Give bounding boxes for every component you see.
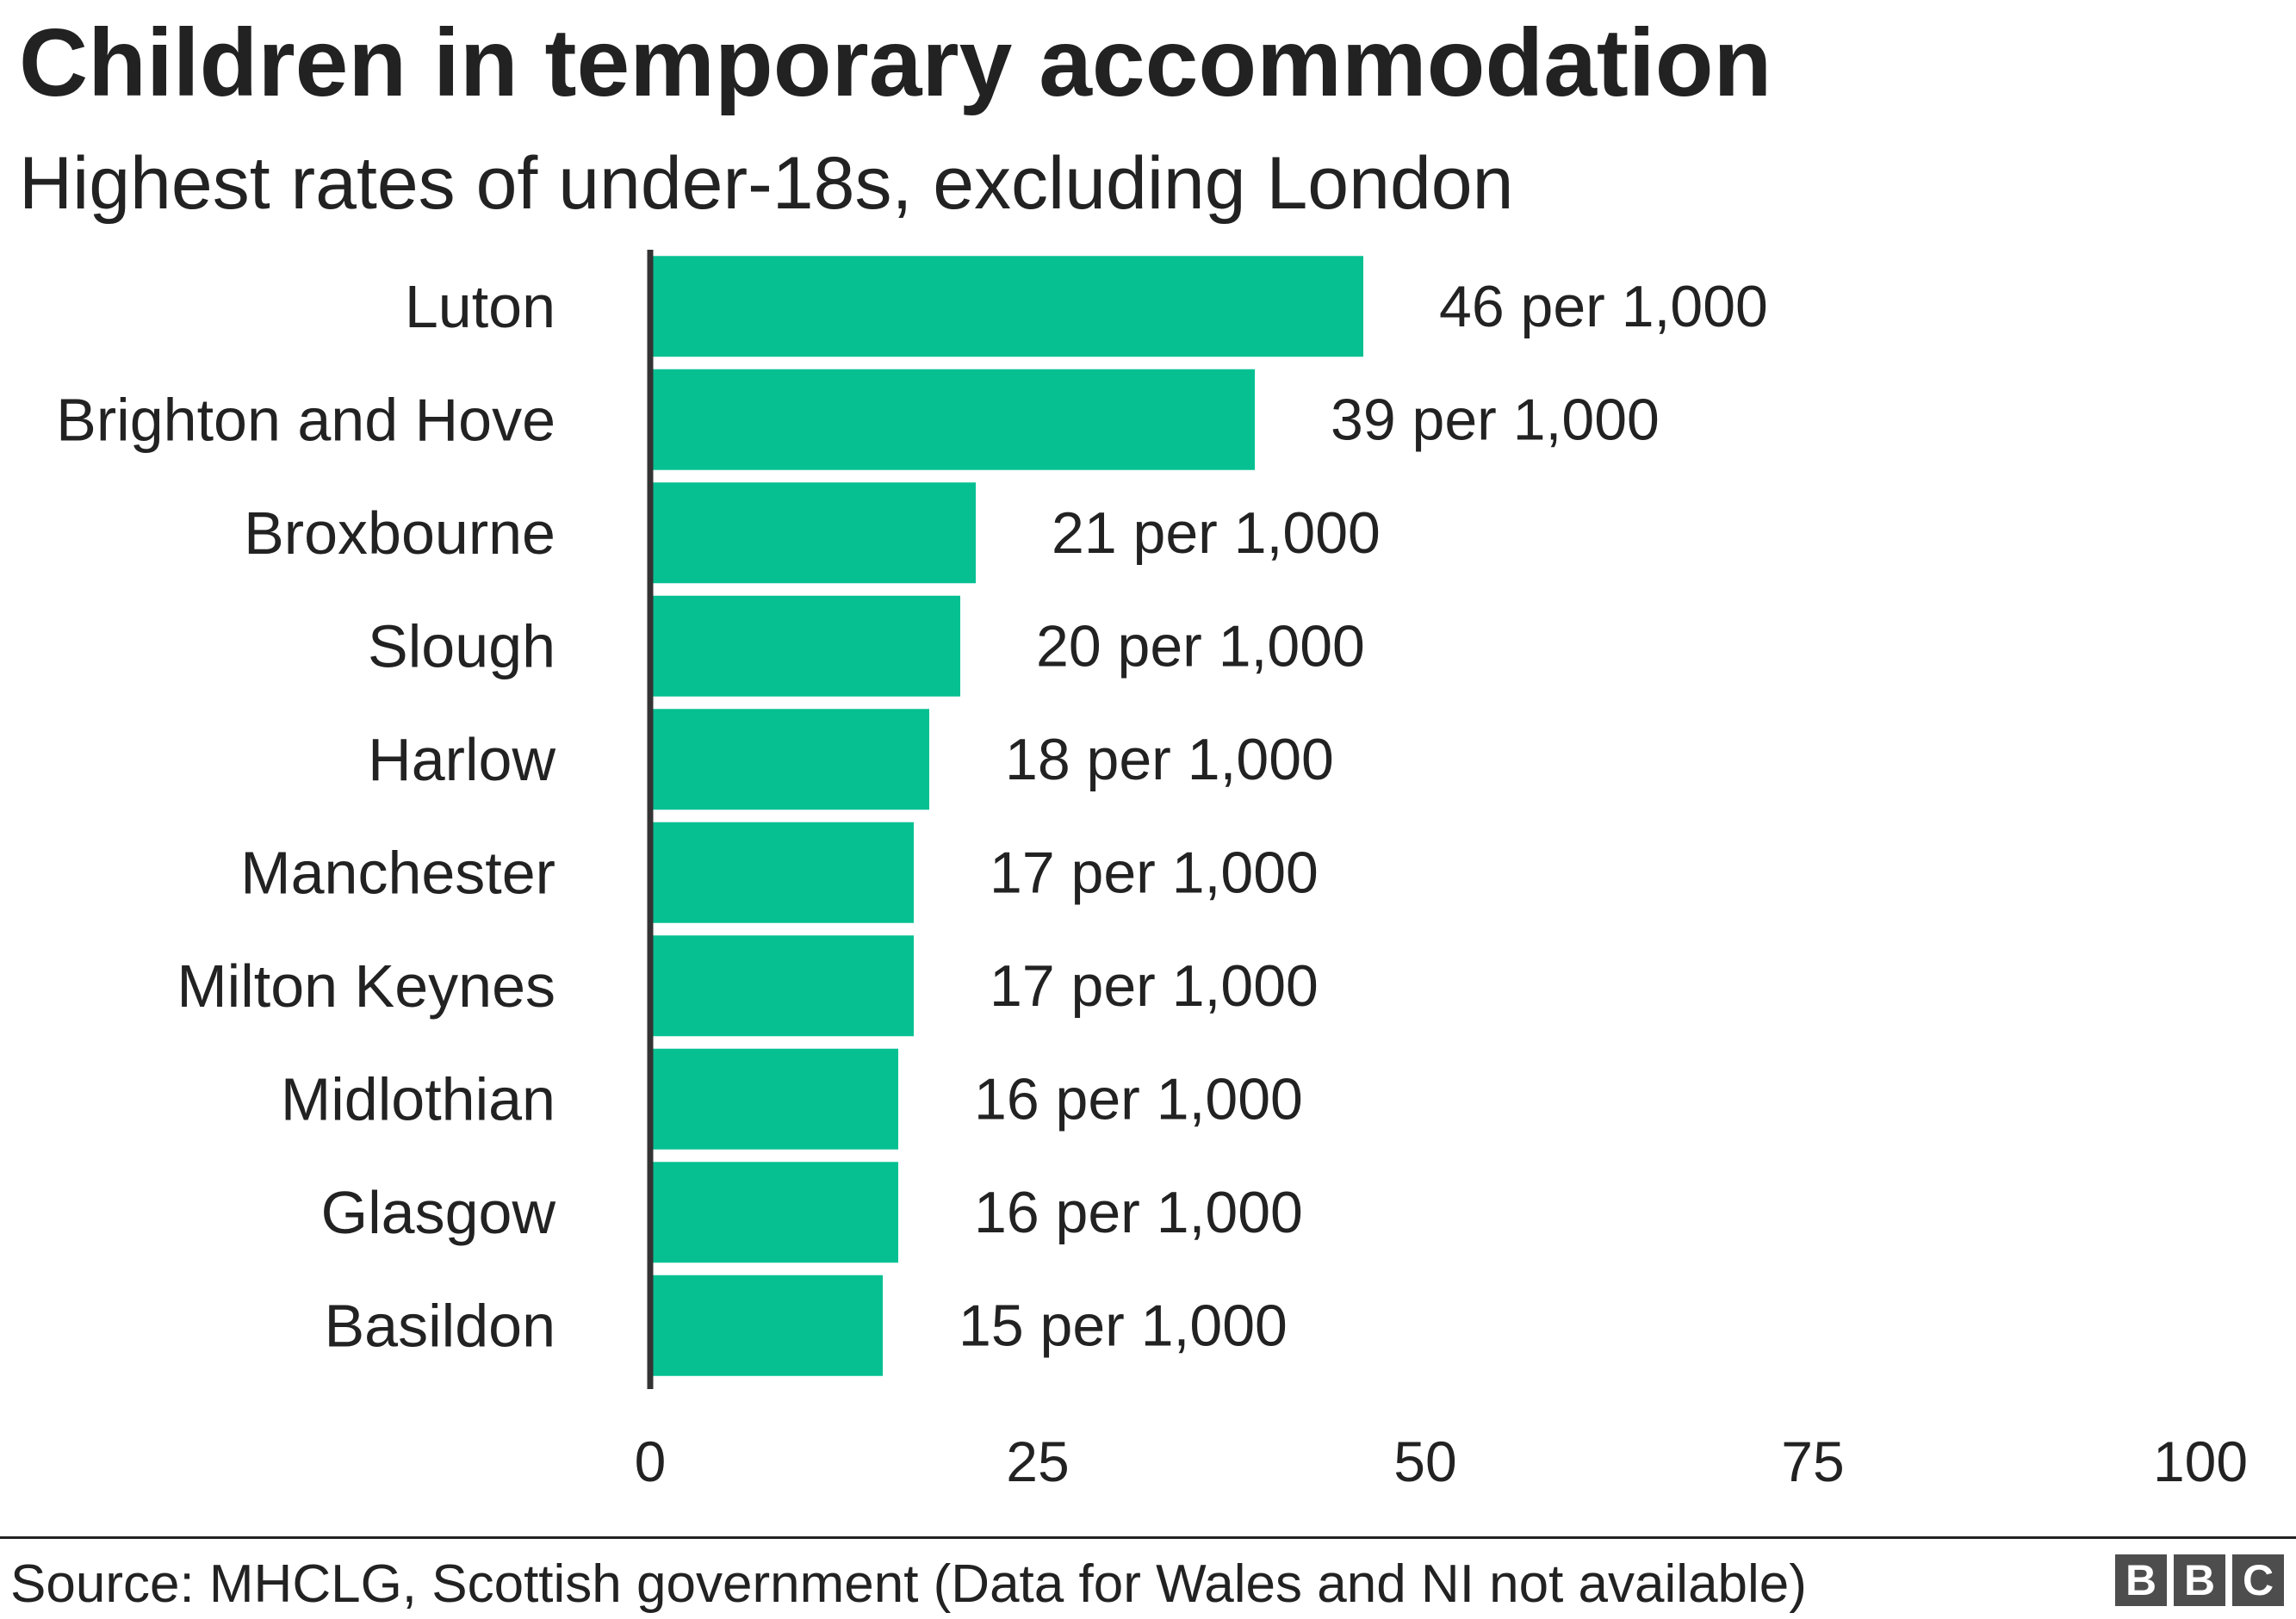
value-label: 15 per 1,000 [959, 1293, 1288, 1358]
bar [650, 256, 1363, 357]
bar [650, 369, 1255, 470]
bbc-logo: B B C [2115, 1554, 2284, 1606]
x-tick-label: 75 [1781, 1430, 1844, 1493]
value-label: 18 per 1,000 [1005, 727, 1334, 792]
value-label: 17 per 1,000 [990, 953, 1319, 1019]
category-label: Luton [405, 273, 555, 340]
value-label: 16 per 1,000 [974, 1066, 1303, 1132]
bbc-logo-block: B [2115, 1554, 2167, 1606]
value-label: 21 per 1,000 [1052, 500, 1381, 566]
bar [650, 709, 929, 810]
footer-divider [0, 1536, 2296, 1539]
category-label: Glasgow [321, 1179, 556, 1246]
category-labels: Luton Brighton and Hove Broxbourne Slough Ha… [56, 273, 555, 1360]
bar [650, 822, 914, 923]
chart-subtitle: Highest rates of under-18s, excluding Lo… [19, 142, 1514, 225]
bar [650, 1275, 883, 1376]
value-label: 20 per 1,000 [1036, 613, 1365, 679]
x-tick-label: 0 [635, 1430, 667, 1493]
bar [650, 1048, 898, 1150]
bar-chart: Luton Brighton and Hove Broxbourne Slough Ha… [56, 250, 2248, 1493]
bar [650, 935, 914, 1037]
source-note: Source: MHCLG, Scottish government (Data… [10, 1554, 1807, 1614]
category-label: Manchester [240, 839, 555, 906]
bar [650, 595, 960, 697]
category-label: Harlow [368, 726, 555, 793]
bar [650, 1162, 898, 1263]
value-label: 39 per 1,000 [1331, 387, 1660, 452]
value-label: 46 per 1,000 [1439, 274, 1768, 339]
value-label: 16 per 1,000 [974, 1180, 1303, 1245]
value-label: 17 per 1,000 [990, 840, 1319, 905]
x-tick-label: 100 [2153, 1430, 2248, 1493]
category-label: Midlothian [281, 1065, 555, 1132]
chart-title: Children in temporary accommodation [19, 9, 1772, 116]
bar [650, 482, 976, 584]
bbc-logo-block: C [2232, 1554, 2284, 1606]
category-label: Basildon [324, 1292, 555, 1359]
category-label: Slough [368, 612, 555, 679]
x-tick-label: 25 [1006, 1430, 1069, 1493]
bars-layer [650, 256, 1363, 1376]
value-labels: 46 per 1,000 39 per 1,000 21 per 1,000 20 p… [959, 274, 1768, 1359]
category-label: Milton Keynes [177, 952, 555, 1020]
x-tick-label: 50 [1393, 1430, 1456, 1493]
category-label: Brighton and Hove [56, 386, 555, 453]
category-label: Broxbourne [244, 499, 555, 567]
bbc-logo-block: B [2174, 1554, 2225, 1606]
x-axis-ticks: 0 25 50 75 100 [635, 1430, 2248, 1493]
